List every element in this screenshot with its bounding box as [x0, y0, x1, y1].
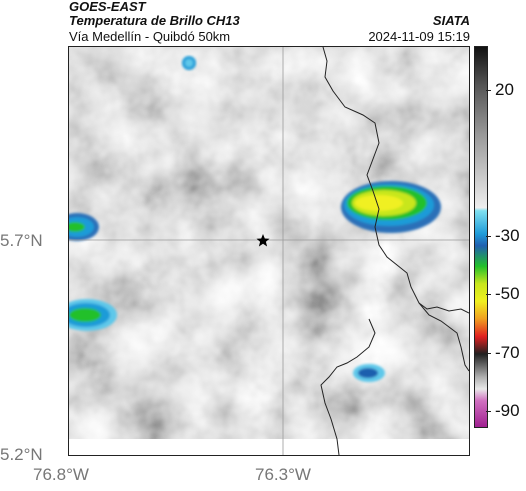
colorbar-tick-mark: [486, 294, 491, 296]
lon-tick-label: 76.3°W: [255, 465, 311, 484]
lat-tick-label: 5.7°N: [0, 231, 43, 250]
product-title: Temperatura de Brillo CH13: [69, 13, 240, 28]
satellite-title: GOES-EAST: [69, 0, 146, 14]
colorbar-tick-label: -70: [495, 342, 520, 362]
department-boundary-branch: [320, 318, 376, 455]
map-panel[interactable]: [68, 46, 470, 456]
colorbar-tick-mark: [486, 89, 491, 91]
region-label: Vía Medellín - Quibdó 50km: [69, 29, 231, 44]
colorbar-tick-label: -90: [495, 401, 520, 421]
cold-cloud-east: [341, 181, 441, 233]
cold-cloud-west-1: [69, 213, 99, 241]
lat-tick-label: 5.2°N: [0, 445, 43, 464]
colorbar-tick-mark: [486, 236, 491, 237]
map-bottom-margin: [69, 439, 469, 455]
lon-tick-label: 76.8°W: [33, 465, 89, 484]
cold-cloud-west-2: [69, 299, 117, 331]
colorbar-tick-label: -30: [495, 226, 520, 245]
cold-cloud-north: [182, 56, 196, 70]
star-marker[interactable]: [256, 234, 270, 247]
colorbar-tick-mark: [486, 352, 491, 354]
department-boundary: [322, 47, 469, 372]
colorbar-tick-label: -50: [495, 284, 520, 304]
timestamp-label: 2024-11-09 15:19: [368, 29, 470, 44]
organization-label: SIATA: [432, 13, 470, 28]
colorbar: [474, 46, 488, 428]
cold-cloud-south: [353, 364, 385, 382]
cloud-field: [69, 47, 469, 439]
department-boundary-east: [418, 302, 469, 314]
colorbar-tick-label: 20: [495, 79, 514, 99]
satellite-map[interactable]: [69, 47, 469, 455]
colorbar-tick-mark: [486, 411, 491, 413]
